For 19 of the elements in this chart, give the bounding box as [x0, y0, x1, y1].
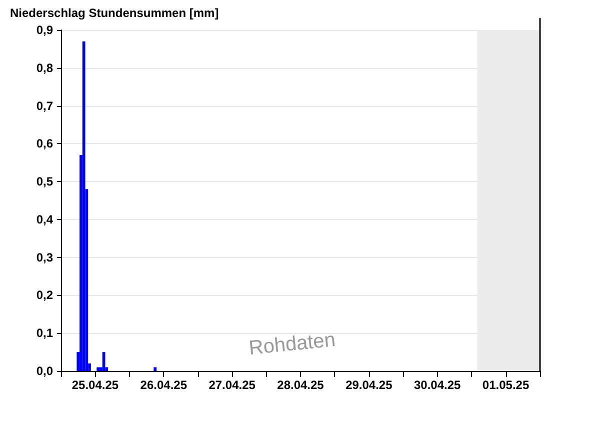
y-tick-label: 0,5 [36, 174, 54, 189]
y-tick-label: 0,1 [36, 326, 54, 340]
y-tick-label: 0,2 [36, 288, 54, 302]
x-tick-label: 25.04.25 [72, 378, 119, 392]
x-tick-label: 01.05.25 [482, 378, 530, 392]
annotation: Rohdaten [248, 328, 336, 360]
y-tick-label: 0,6 [36, 136, 54, 151]
y-tick-label: 0,8 [36, 60, 54, 75]
y-axis-title: Niederschlag Stundensummen [mm] [10, 6, 219, 20]
x-tick-label: 29.04.25 [346, 378, 393, 392]
y-tick-label: 0,7 [36, 98, 54, 113]
y-tick-label: 0,9 [36, 23, 54, 37]
x-tick-label: 26.04.25 [140, 378, 188, 392]
y-tick-label: 0,3 [36, 250, 54, 264]
y-tick-label: 0,0 [36, 364, 54, 378]
y-tick-label: 0,4 [36, 212, 54, 226]
x-tick-label: 27.04.25 [208, 378, 256, 392]
x-tick-label: 30.04.25 [414, 378, 462, 392]
x-tick-label: 28.04.25 [277, 378, 324, 392]
